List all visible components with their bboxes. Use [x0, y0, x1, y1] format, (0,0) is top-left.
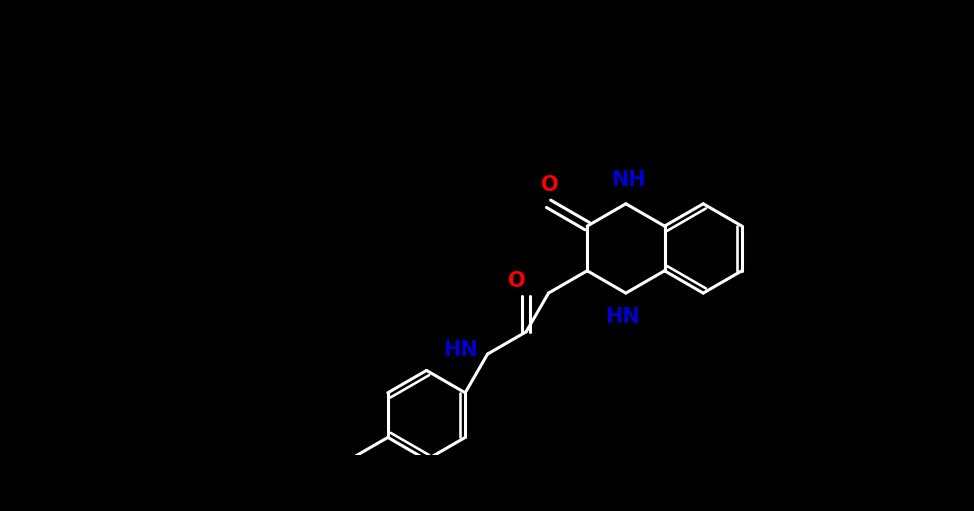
Text: O: O [542, 175, 559, 195]
Text: O: O [508, 271, 526, 291]
Text: HN: HN [605, 307, 639, 327]
Text: NH: NH [611, 170, 646, 190]
Text: HN: HN [443, 340, 478, 360]
